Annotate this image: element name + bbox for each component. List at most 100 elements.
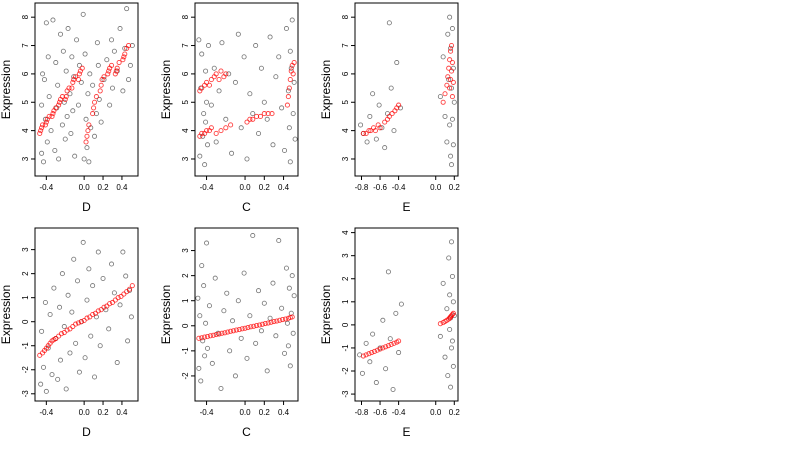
data-point-black (48, 128, 54, 134)
x-tick-label: -0.8 (355, 408, 369, 417)
x-tick-label: 0.2 (97, 183, 109, 192)
data-point-black (451, 99, 457, 105)
data-point-black (283, 26, 289, 32)
data-point-red (389, 111, 395, 117)
data-point-red (290, 71, 296, 77)
y-axis-title: Expression (0, 285, 13, 344)
y-tick-label: 7 (181, 43, 190, 48)
x-axis-title: C (242, 425, 251, 439)
data-point-black (393, 310, 399, 316)
data-point-black (440, 54, 446, 60)
data-point-red (120, 57, 126, 63)
data-point-black (448, 45, 454, 51)
data-point-black (53, 60, 59, 66)
data-point-red (391, 340, 397, 346)
data-point-black (382, 145, 388, 151)
data-point-black (90, 283, 96, 289)
data-point-black (270, 280, 276, 286)
data-point-black (230, 318, 236, 324)
data-point-black (41, 364, 47, 370)
data-point-red (274, 318, 280, 324)
x-tick-label: -0.4 (39, 183, 53, 192)
data-point-black (238, 125, 244, 131)
data-point-black (449, 338, 455, 344)
data-point-black (55, 376, 61, 382)
x-tick-label: -0.8 (355, 183, 369, 192)
data-point-red (90, 111, 96, 117)
x-tick-label: -0.4 (392, 183, 406, 192)
plot-panel-2: -0.4 0.0 0.2 0.4 3 4 5 6 7 8 C Expression (159, 2, 299, 214)
data-point-red (248, 324, 254, 330)
data-point-black (122, 45, 128, 51)
data-point-red (75, 77, 82, 83)
data-point-black (359, 370, 365, 376)
y-axis-title: Expression (0, 60, 13, 119)
plot-panel-1: -0.4 0.0 0.2 0.4 3 4 5 6 7 8 D Expression (0, 2, 139, 214)
data-point-black (117, 26, 123, 32)
data-point-black (199, 51, 205, 57)
data-point-black (80, 239, 86, 245)
y-tick-label: -1 (181, 347, 190, 355)
data-point-red (247, 116, 253, 122)
y-tick-label: 1 (181, 298, 190, 303)
data-point-black (285, 343, 291, 349)
data-point-black (87, 71, 93, 77)
data-point-black (221, 308, 227, 314)
data-point-red (259, 321, 265, 327)
data-point-black (197, 153, 203, 159)
data-point-red (56, 102, 62, 108)
data-point-black (450, 299, 456, 305)
data-point-black (209, 360, 215, 366)
data-point-black (250, 233, 256, 239)
data-point-red (223, 125, 229, 131)
data-point-red (112, 71, 118, 77)
data-point-black (204, 99, 210, 105)
points-layer (196, 17, 298, 168)
data-point-black (58, 31, 64, 37)
data-point-black (42, 299, 48, 305)
data-point-black (81, 156, 87, 162)
data-point-black (205, 345, 211, 351)
data-point-black (229, 150, 235, 156)
data-point-black (44, 139, 50, 145)
x-axis-title: D (82, 425, 91, 439)
data-point-red (85, 128, 91, 134)
data-point-black (126, 77, 132, 83)
y-tick-label: 6 (21, 71, 30, 76)
data-point-red (73, 321, 79, 327)
data-point-red (251, 323, 257, 329)
data-point-black (104, 57, 110, 63)
data-point-black (449, 162, 455, 168)
data-point-red (228, 328, 234, 334)
data-point-black (69, 54, 75, 60)
data-point-red (450, 310, 456, 316)
data-point-red (204, 79, 210, 85)
data-point-red (363, 130, 369, 137)
data-point-red (385, 343, 391, 349)
y-tick-label: -2 (181, 372, 190, 380)
data-point-black (264, 368, 270, 374)
x-tick-label: -0.4 (392, 408, 406, 417)
data-point-red (199, 85, 205, 91)
data-point-red (204, 128, 210, 134)
y-tick-label: -2 (341, 367, 350, 375)
data-point-black (289, 273, 295, 279)
data-point-black (120, 88, 126, 94)
data-point-black (101, 77, 107, 83)
data-point-black (203, 68, 209, 74)
data-point-red (213, 71, 219, 77)
data-point-red (115, 295, 121, 301)
data-point-red (78, 319, 84, 325)
data-point-red (236, 326, 242, 333)
x-tick-label: 0.4 (116, 408, 128, 417)
data-point-black (71, 74, 77, 80)
data-point-red (207, 333, 213, 339)
data-point-black (387, 336, 393, 342)
data-point-red (101, 304, 107, 310)
data-point-red (262, 320, 268, 327)
data-point-red (218, 128, 224, 134)
x-tick-label: 0.4 (116, 183, 128, 192)
data-point-black (97, 343, 103, 349)
data-point-red (126, 42, 132, 49)
data-point-black (75, 102, 81, 108)
